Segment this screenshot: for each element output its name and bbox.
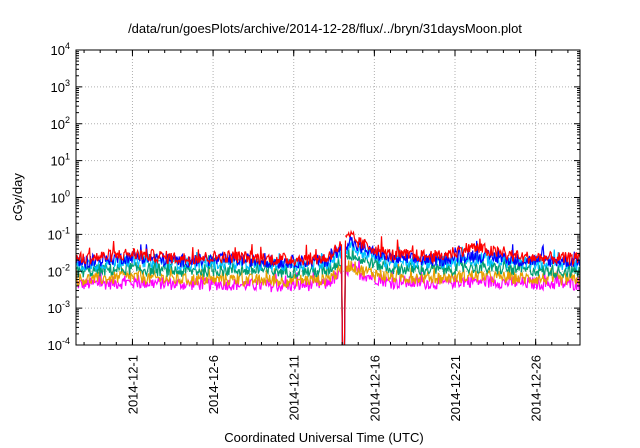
y-tick-label: 10-4	[48, 336, 70, 353]
y-tick-label: 10-3	[48, 299, 70, 316]
y-tick-label: 101	[51, 152, 70, 169]
x-tick-label: 2014-12-11	[287, 355, 302, 421]
y-tick-label: 103	[51, 78, 70, 95]
x-tick-label: 2014-12-16	[367, 355, 382, 422]
x-tick-label: 2014-12-6	[206, 355, 221, 414]
series-layer	[75, 229, 581, 346]
x-tick-label: 2014-12-1	[125, 355, 140, 414]
y-tick-label: 104	[51, 41, 70, 58]
x-tick-label: 2014-12-21	[448, 355, 463, 422]
y-axis-label: cGy/day	[10, 173, 25, 221]
x-axis: 2014-12-1 2014-12-6 2014-12-11 2014-12-16 20…	[83, 50, 569, 422]
y-tick-label: 10-1	[48, 225, 70, 242]
x-tick-label: 2014-12-26	[529, 355, 544, 422]
series-0-line	[344, 229, 581, 267]
y-tick-label: 10-2	[48, 262, 70, 279]
chart-title: /data/run/goesPlots/archive/2014-12-28/f…	[128, 21, 522, 36]
series-4-line	[345, 260, 581, 286]
y-tick-label: 100	[51, 189, 70, 206]
x-axis-label: Coordinated Universal Time (UTC)	[224, 430, 423, 445]
y-axis: 10-4 10-3 10-2 10-1 100 101 102 103 104	[48, 41, 580, 353]
y-tick-label: 102	[51, 115, 70, 132]
series-0-line	[75, 241, 342, 267]
series-0-gap	[340, 240, 347, 346]
